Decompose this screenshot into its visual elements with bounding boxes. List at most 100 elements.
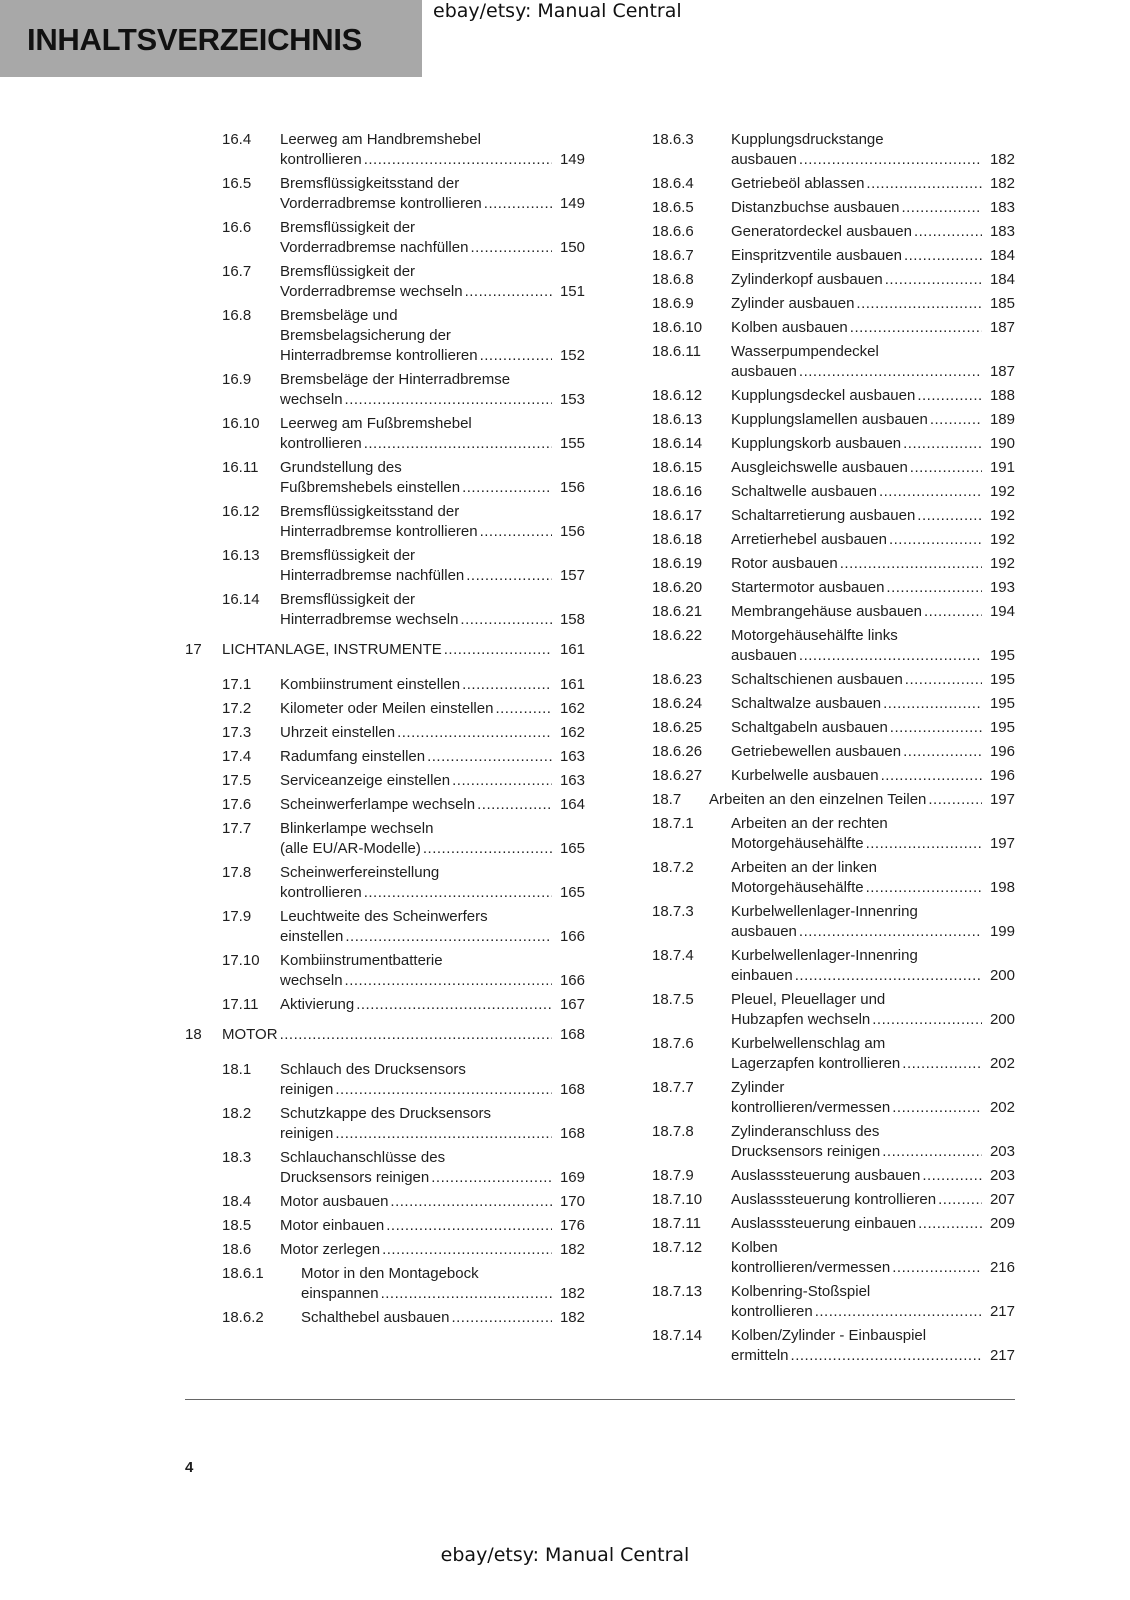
toc-entry[interactable]: 18.7 Arbeiten an den einzelnen Teilen 197 [615,790,1015,810]
toc-entry[interactable]: 16.9 Bremsbeläge der Hinterradbremse wechs… [185,370,585,410]
toc-entry[interactable]: 18.6.22 Motorgehäusehälfte links ausbauen 1… [615,626,1015,666]
toc-entry[interactable]: 17.6 Scheinwerferlampe wechseln 164 [185,795,585,815]
toc-entry[interactable]: 18.7.14 Kolben/Zylinder - Einbauspiel ermi… [615,1326,1015,1366]
entry-title: MOTOR 168 [222,1025,585,1045]
toc-entry[interactable]: 18.7.1 Arbeiten an der rechten Motorgehäus… [615,814,1015,854]
toc-entry[interactable]: 18.6.15 Ausgleichswelle ausbauen 191 [615,458,1015,478]
toc-entry[interactable]: 18.7.2 Arbeiten an der linken Motorgehäuse… [615,858,1015,898]
toc-entry[interactable]: 18.6.24 Schaltwalze ausbauen 195 [615,694,1015,714]
toc-entry[interactable]: 18.6.27 Kurbelwelle ausbauen 196 [615,766,1015,786]
entry-title-last-line: Generatordeckel ausbauen 183 [731,222,1015,242]
toc-entry[interactable]: 18.7.9 Auslasssteuerung ausbauen 203 [615,1166,1015,1186]
toc-entry[interactable]: 18.6.2 Schalthebel ausbauen 182 [185,1308,585,1328]
watermark-top: ebay/etsy: Manual Central [433,0,682,22]
entry-title-line: Bremsbelagsicherung der [280,327,451,344]
entry-title-last-line: Auslasssteuerung kontrollieren 207 [731,1190,1015,1210]
entry-page: 196 [989,767,1015,784]
toc-entry[interactable]: 18.6.8 Zylinderkopf ausbauen 184 [615,270,1015,290]
entry-number: 18.6.24 [652,695,703,712]
entry-title: Generatordeckel ausbauen 183 [731,222,1015,242]
toc-entry[interactable]: 18.2 Schutzkappe des Drucksensors reinigen… [185,1104,585,1144]
toc-entry[interactable]: 17.7 Blinkerlampe wechseln (alle EU/AR-Mod… [185,819,585,859]
toc-entry[interactable]: 18.6.14 Kupplungskorb ausbauen 190 [615,434,1015,454]
entry-number: 18.1 [222,1061,252,1078]
toc-entry[interactable]: 18.6.3 Kupplungsdruckstange ausbauen 182 [615,130,1015,170]
toc-entry[interactable]: 16.6 Bremsflüssigkeit der Vorderradbremse … [185,218,585,258]
entry-title-line: Kolbenring-Stoßspiel [731,1283,871,1300]
toc-entry[interactable]: 16.14 Bremsflüssigkeit der Hinterradbremse… [185,590,585,630]
toc-entry[interactable]: 18.6 Motor zerlegen 182 [185,1240,585,1260]
entry-page: 203 [989,1143,1015,1160]
toc-entry[interactable]: 17.8 Scheinwerfereinstellung kontrollieren… [185,863,585,903]
toc-entry[interactable]: 18.6.20 Startermotor ausbauen 193 [615,578,1015,598]
toc-entry[interactable]: 18.6.16 Schaltwelle ausbauen 192 [615,482,1015,502]
entry-number: 18.6.23 [652,671,703,688]
entry-page: 149 [559,195,585,212]
toc-entry[interactable]: 18.6.18 Arretierhebel ausbauen 192 [615,530,1015,550]
entry-number: 18.6.17 [652,507,703,524]
toc-entry[interactable]: 17.2 Kilometer oder Meilen einstellen 162 [185,699,585,719]
toc-entry[interactable]: 18.6.25 Schaltgabeln ausbauen 195 [615,718,1015,738]
dot-leader [879,482,982,502]
toc-entry[interactable]: 18.6.19 Rotor ausbauen 192 [615,554,1015,574]
toc-entry[interactable]: 18.7.10 Auslasssteuerung kontrollieren 207 [615,1190,1015,1210]
toc-chapter[interactable]: 18 MOTOR 168 [185,1025,585,1045]
dot-leader [892,1098,982,1118]
toc-entry[interactable]: 18.7.5 Pleuel, Pleuellager und Hubzapfen w… [615,990,1015,1030]
entry-title: Bremsflüssigkeit der Hinterradbremse wech… [280,590,585,630]
toc-entry[interactable]: 17.9 Leuchtweite des Scheinwerfers einstel… [185,907,585,947]
toc-entry[interactable]: 16.13 Bremsflüssigkeit der Hinterradbremse… [185,546,585,586]
toc-entry[interactable]: 18.6.4 Getriebeöl ablassen 182 [615,174,1015,194]
toc-entry[interactable]: 18.7.6 Kurbelwellenschlag am Lagerzapfen k… [615,1034,1015,1074]
toc-entry[interactable]: 18.6.6 Generatordeckel ausbauen 183 [615,222,1015,242]
toc-entry[interactable]: 18.6.7 Einspritzventile ausbauen 184 [615,246,1015,266]
toc-entry[interactable]: 18.6.9 Zylinder ausbauen 185 [615,294,1015,314]
toc-entry[interactable]: 18.7.13 Kolbenring-Stoßspiel kontrollieren… [615,1282,1015,1322]
toc-entry[interactable]: 18.6.26 Getriebewellen ausbauen 196 [615,742,1015,762]
toc-entry[interactable]: 18.6.12 Kupplungsdeckel ausbauen 188 [615,386,1015,406]
toc-entry[interactable]: 18.6.11 Wasserpumpendeckel ausbauen 187 [615,342,1015,382]
toc-entry[interactable]: 18.7.8 Zylinderanschluss des Drucksensors … [615,1122,1015,1162]
toc-entry[interactable]: 18.6.1 Motor in den Montagebock einspannen… [185,1264,585,1304]
toc-entry[interactable]: 16.12 Bremsflüssigkeitsstand der Hinterrad… [185,502,585,542]
entry-title-line: Distanzbuchse ausbauen [731,199,900,216]
toc-entry[interactable]: 18.7.7 Zylinder kontrollieren/vermessen 202 [615,1078,1015,1118]
toc-entry[interactable]: 17.4 Radumfang einstellen 163 [185,747,585,767]
dot-leader [465,282,552,302]
entry-number: 18.7.1 [652,815,694,832]
toc-entry[interactable]: 18.7.12 Kolben kontrollieren/vermessen 216 [615,1238,1015,1278]
toc-entry[interactable]: 17.11 Aktivierung 167 [185,995,585,1015]
toc-entry[interactable]: 16.10 Leerweg am Fußbremshebel kontrollier… [185,414,585,454]
entry-title-last-line: Kupplungsdeckel ausbauen 188 [731,386,1015,406]
entry-page: 168 [559,1026,585,1043]
toc-chapter[interactable]: 17 LICHTANLAGE, INSTRUMENTE 161 [185,640,585,660]
toc-entry[interactable]: 18.6.23 Schaltschienen ausbauen 195 [615,670,1015,690]
toc-entry[interactable]: 18.7.11 Auslasssteuerung einbauen 209 [615,1214,1015,1234]
dot-leader [345,390,552,410]
toc-entry[interactable]: 16.5 Bremsflüssigkeitsstand der Vorderradb… [185,174,585,214]
entry-number: 18.4 [222,1193,252,1210]
entry-page: 190 [989,435,1015,452]
toc-entry[interactable]: 18.5 Motor einbauen 176 [185,1216,585,1236]
dot-leader [466,566,552,586]
toc-entry[interactable]: 18.4 Motor ausbauen 170 [185,1192,585,1212]
toc-entry[interactable]: 18.3 Schlauchanschlüsse des Drucksensors r… [185,1148,585,1188]
toc-entry[interactable]: 16.4 Leerweg am Handbremshebel kontrollier… [185,130,585,170]
toc-entry[interactable]: 16.11 Grundstellung des Fußbremshebels ein… [185,458,585,498]
toc-entry[interactable]: 17.5 Serviceanzeige einstellen 163 [185,771,585,791]
toc-entry[interactable]: 16.7 Bremsflüssigkeit der Vorderradbremse … [185,262,585,302]
toc-entry[interactable]: 18.1 Schlauch des Drucksensors reinigen 168 [185,1060,585,1100]
toc-entry[interactable]: 17.1 Kombiinstrument einstellen 161 [185,675,585,695]
toc-entry[interactable]: 18.6.17 Schaltarretierung ausbauen 192 [615,506,1015,526]
toc-entry[interactable]: 16.8 Bremsbeläge und Bremsbelagsicherung d… [185,306,585,366]
toc-entry[interactable]: 18.6.10 Kolben ausbauen 187 [615,318,1015,338]
toc-entry[interactable]: 18.6.21 Membrangehäuse ausbauen 194 [615,602,1015,622]
entry-title: Getriebeöl ablassen 182 [731,174,1015,194]
toc-entry[interactable]: 18.6.5 Distanzbuchse ausbauen 183 [615,198,1015,218]
dot-leader [924,602,982,622]
toc-entry[interactable]: 18.7.4 Kurbelwellenlager-Innenring einbaue… [615,946,1015,986]
toc-entry[interactable]: 18.6.13 Kupplungslamellen ausbauen 189 [615,410,1015,430]
toc-entry[interactable]: 17.10 Kombiinstrumentbatterie wechseln 166 [185,951,585,991]
toc-entry[interactable]: 18.7.3 Kurbelwellenlager-Innenring ausbaue… [615,902,1015,942]
toc-entry[interactable]: 17.3 Uhrzeit einstellen 162 [185,723,585,743]
